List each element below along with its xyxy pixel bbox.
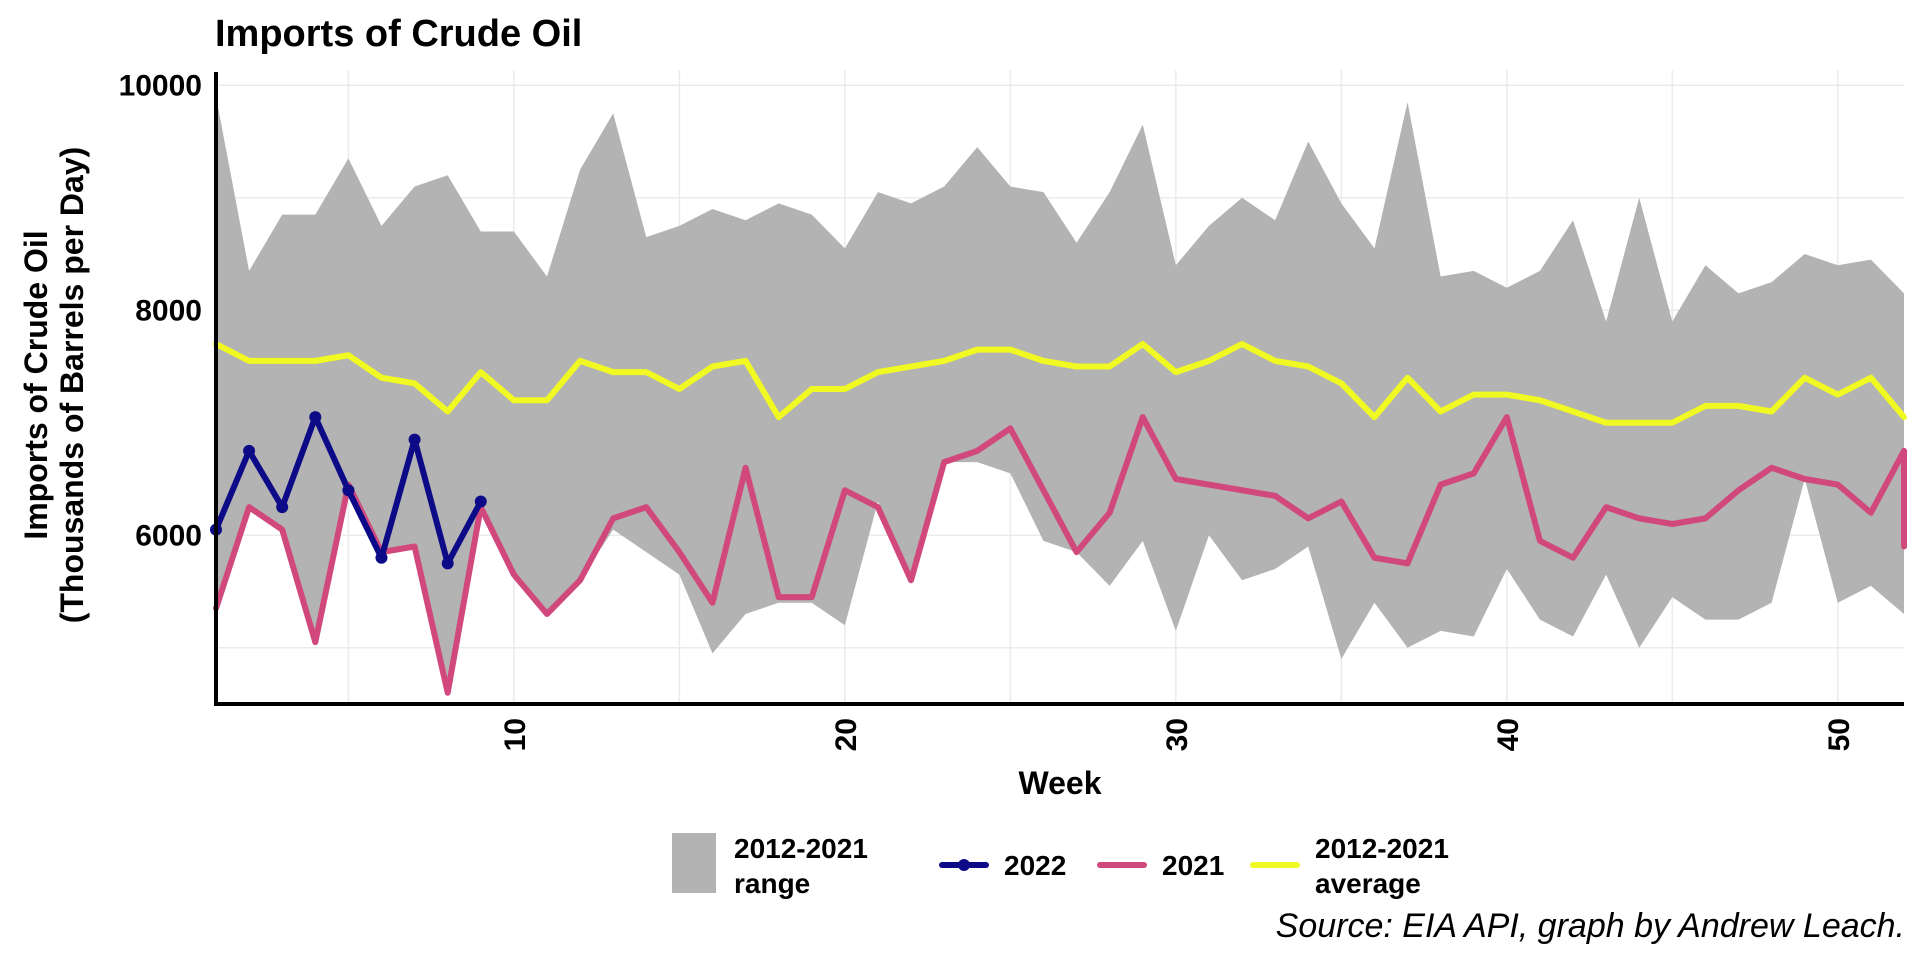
legend-swatch-range (672, 833, 716, 893)
point-2022 (375, 551, 388, 564)
range-ribbon-layer (216, 96, 1904, 693)
point-2022 (408, 433, 421, 446)
legend-label: average (1315, 868, 1421, 899)
y-axis-label-line1: Imports of Crude Oil (18, 230, 54, 539)
legend-label: 2021 (1162, 850, 1224, 881)
axes (214, 72, 1904, 706)
legend-swatch-dot (958, 859, 970, 871)
x-tick-label: 30 (1161, 718, 1194, 751)
series-line-average (213, 341, 1907, 426)
y-tick-label: 10000 (119, 69, 202, 102)
legend-label: 2022 (1004, 850, 1066, 881)
range-ribbon (216, 96, 1904, 693)
legend-item-y2021: 2021 (1097, 850, 1224, 881)
tick-labels: 6000 8000 10000 10 20 30 40 50 (119, 69, 1856, 751)
x-tick-label: 20 (830, 718, 863, 751)
y-tick-label: 6000 (135, 519, 202, 552)
x-tick-label: 10 (499, 718, 532, 751)
x-axis-label: Week (1018, 765, 1101, 801)
series-line-2021 (213, 414, 1907, 696)
y-axis-label-line2: (Thousands of Barrels per Day) (54, 147, 90, 624)
source-caption: Source: EIA API, graph by Andrew Leach. (1276, 907, 1905, 945)
series-lines-layer (210, 341, 1907, 696)
legend-label: 2012-2021 (734, 833, 868, 864)
legend: 2012-2021 range 2022 2021 2012-2021 average (672, 833, 1449, 899)
legend-item-y2022: 2022 (939, 850, 1066, 881)
point-2022 (276, 501, 289, 514)
point-2022 (243, 444, 256, 457)
point-2022 (342, 484, 355, 497)
x-tick-label: 40 (1492, 718, 1525, 751)
legend-item-average: 2012-2021 average (1250, 833, 1449, 899)
x-tick-label: 50 (1823, 718, 1856, 751)
point-2022 (309, 411, 322, 424)
y-tick-label: 8000 (135, 294, 202, 327)
point-2022 (474, 495, 487, 508)
legend-label: 2012-2021 (1315, 833, 1449, 864)
chart-title: Imports of Crude Oil (215, 13, 582, 55)
legend-item-range: 2012-2021 range (672, 833, 868, 899)
point-2022 (441, 557, 454, 570)
legend-label: range (734, 868, 810, 899)
